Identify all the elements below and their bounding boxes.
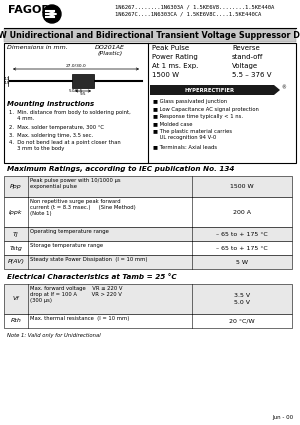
Text: ■ Terminals: Axial leads: ■ Terminals: Axial leads <box>153 144 217 149</box>
Text: HYPERRECTIFIER: HYPERRECTIFIER <box>185 88 235 93</box>
Text: Tstg: Tstg <box>10 246 22 250</box>
Bar <box>4 227 292 241</box>
Text: 5 W: 5 W <box>236 260 248 264</box>
Text: Tj: Tj <box>13 232 19 236</box>
Text: ®: ® <box>281 85 286 90</box>
Text: Steady state Power Dissipation  (l = 10 mm): Steady state Power Dissipation (l = 10 m… <box>30 257 148 262</box>
Bar <box>4 197 292 227</box>
Text: 5.0/5.5: 5.0/5.5 <box>69 89 83 93</box>
Text: Note 1: Valid only for Unidirectional: Note 1: Valid only for Unidirectional <box>7 333 101 338</box>
Text: Peak pulse power with 10/1000 μs
exponential pulse: Peak pulse power with 10/1000 μs exponen… <box>30 178 121 189</box>
Bar <box>4 29 296 42</box>
Text: Ppp: Ppp <box>10 184 22 189</box>
Text: Reverse
stand-off
Voltage
5.5 – 376 V: Reverse stand-off Voltage 5.5 – 376 V <box>232 45 272 78</box>
Bar <box>4 176 292 197</box>
Bar <box>4 241 292 255</box>
Text: Max. forward voltage    VR ≤ 220 V
drop at If = 100 A         VR > 220 V
(300 μs: Max. forward voltage VR ≤ 220 V drop at … <box>30 286 122 303</box>
Text: Rth: Rth <box>11 318 21 323</box>
Text: 3.5 V
5.0 V: 3.5 V 5.0 V <box>234 293 250 305</box>
Text: Ippk: Ippk <box>9 210 23 215</box>
Bar <box>72 74 94 88</box>
Text: ■ Response time typically < 1 ns.: ■ Response time typically < 1 ns. <box>153 114 243 119</box>
Text: ■ Low Capacitance AC signal protection: ■ Low Capacitance AC signal protection <box>153 107 259 111</box>
Text: 20 °C/W: 20 °C/W <box>229 318 255 323</box>
Circle shape <box>43 5 61 23</box>
Text: Vf: Vf <box>13 297 19 301</box>
Bar <box>4 255 292 269</box>
Text: 4.  Do not bend lead at a point closer than
     3 mm to the body: 4. Do not bend lead at a point closer th… <box>9 140 121 151</box>
Text: 1500 W: 1500 W <box>230 184 254 189</box>
Text: DO201AE: DO201AE <box>95 45 125 50</box>
Text: Dimensions in mm.: Dimensions in mm. <box>7 45 68 50</box>
Text: ■ Glass passivated junction: ■ Glass passivated junction <box>153 99 227 104</box>
Text: 2.  Max. solder temperature, 300 °C: 2. Max. solder temperature, 300 °C <box>9 125 104 130</box>
Bar <box>4 314 292 328</box>
Text: 1N6267........1N6303A / 1.5KE6V8........1.5KE440A: 1N6267........1N6303A / 1.5KE6V8........… <box>115 4 274 9</box>
Text: (Plastic): (Plastic) <box>98 51 123 56</box>
Text: 1N6267C....1N6303CA / 1.5KE6V8C....1.5KE440CA: 1N6267C....1N6303CA / 1.5KE6V8C....1.5KE… <box>115 11 261 16</box>
Text: Maximum Ratings, according to IEC publication No. 134: Maximum Ratings, according to IEC public… <box>7 166 234 172</box>
Text: ■ Molded case: ■ Molded case <box>153 122 193 127</box>
Text: – 65 to + 175 °C: – 65 to + 175 °C <box>216 246 268 250</box>
Text: FAGOR: FAGOR <box>8 5 50 15</box>
Text: P(AV): P(AV) <box>8 260 25 264</box>
Text: 3.  Max. soldering time, 3.5 sec.: 3. Max. soldering time, 3.5 sec. <box>9 133 93 138</box>
Text: Storage temperature range: Storage temperature range <box>30 243 103 248</box>
Text: Peak Pulse
Power Rating
At 1 ms. Exp.
1500 W: Peak Pulse Power Rating At 1 ms. Exp. 15… <box>152 45 198 78</box>
Text: ■ The plastic material carries
    UL recognition 94 V-0: ■ The plastic material carries UL recogn… <box>153 129 232 140</box>
Text: – 65 to + 175 °C: – 65 to + 175 °C <box>216 232 268 236</box>
Polygon shape <box>150 85 280 95</box>
Bar <box>4 284 292 314</box>
Text: Non repetitive surge peak forward
current (t = 8.3 msec.)     (Sine Method)
(Not: Non repetitive surge peak forward curren… <box>30 199 136 216</box>
Text: Max. thermal resistance  (l = 10 mm): Max. thermal resistance (l = 10 mm) <box>30 316 129 321</box>
Text: Operating temperature range: Operating temperature range <box>30 229 109 234</box>
Text: Mounting instructions: Mounting instructions <box>7 101 94 107</box>
Text: 1500W Unidirectional and Bidirectional Transient Voltage Suppressor Diodes: 1500W Unidirectional and Bidirectional T… <box>0 31 300 40</box>
Bar <box>4 43 296 163</box>
Text: Jun - 00: Jun - 00 <box>272 415 293 420</box>
Text: 9.5: 9.5 <box>80 92 86 96</box>
Text: 1.  Min. distance from body to soldering point,
     4 mm.: 1. Min. distance from body to soldering … <box>9 110 131 121</box>
Text: Electrical Characteristics at Tamb = 25 °C: Electrical Characteristics at Tamb = 25 … <box>7 274 177 280</box>
Text: 27.0/30.0: 27.0/30.0 <box>66 64 86 68</box>
Text: 4.1
4.5: 4.1 4.5 <box>4 76 11 85</box>
Text: 200 A: 200 A <box>233 210 251 215</box>
